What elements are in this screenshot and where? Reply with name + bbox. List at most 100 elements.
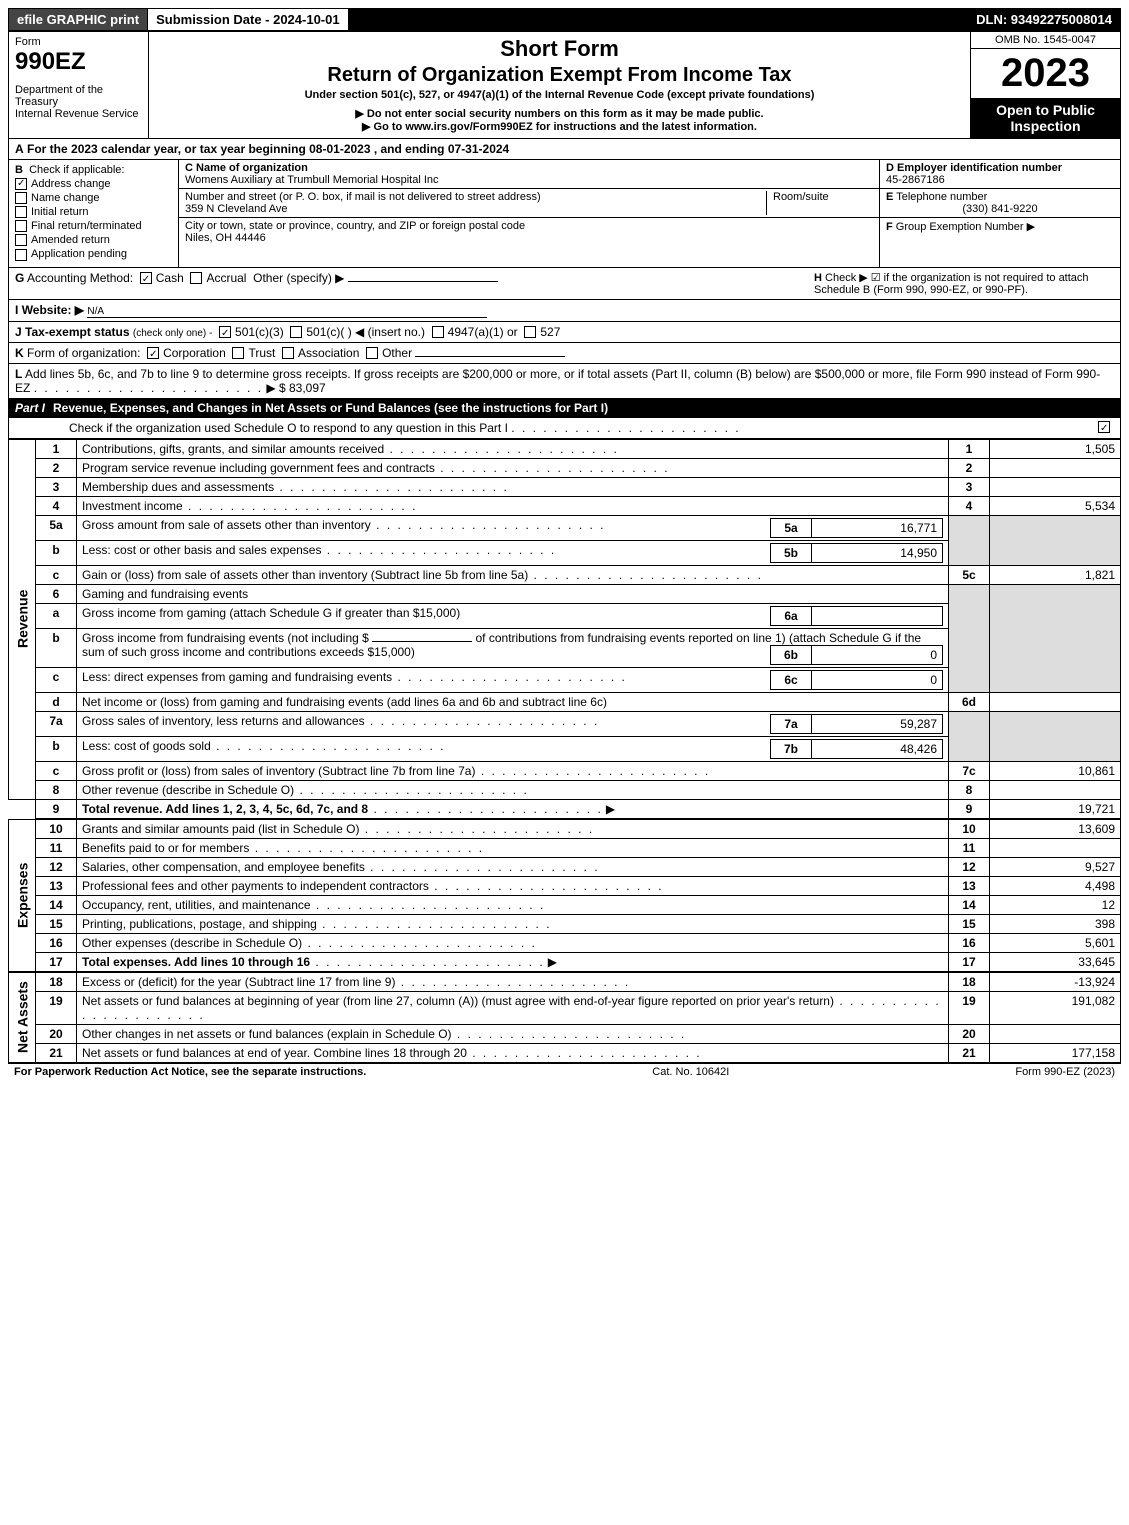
dln-label: DLN: 93492275008014 xyxy=(968,9,1120,30)
corp-checkbox[interactable] xyxy=(147,347,159,359)
inner-box-value: 48,426 xyxy=(812,739,943,758)
line-text: Other expenses (describe in Schedule O) xyxy=(77,933,949,952)
line-amount xyxy=(990,692,1121,711)
app-pending-label: Application pending xyxy=(31,248,127,260)
line-text: Net income or (loss) from gaming and fun… xyxy=(77,692,949,711)
table-row: d Net income or (loss) from gaming and f… xyxy=(9,692,1121,711)
table-row: 7a Gross sales of inventory, less return… xyxy=(9,711,1121,736)
line-text: Total expenses. Add lines 10 through 16 xyxy=(77,952,949,971)
group-exemption-label: Group Exemption Number xyxy=(896,221,1024,233)
line-ref: 14 xyxy=(949,895,990,914)
table-row: 9 Total revenue. Add lines 1, 2, 3, 4, 5… xyxy=(9,799,1121,818)
table-row: 15 Printing, publications, postage, and … xyxy=(9,914,1121,933)
open-to-public: Open to Public Inspection xyxy=(971,98,1120,138)
line-l-amount: 83,097 xyxy=(289,381,326,395)
line-ref: 10 xyxy=(949,819,990,838)
line-l-arrow: ▶ $ xyxy=(266,381,285,395)
line-ref: 7c xyxy=(949,761,990,780)
address-change-checkbox[interactable] xyxy=(15,178,27,190)
4947-checkbox[interactable] xyxy=(432,326,444,338)
inner-box-label: 7b xyxy=(771,739,812,758)
initial-return-checkbox[interactable] xyxy=(15,206,27,218)
other-org-input[interactable] xyxy=(415,356,565,357)
line-num: 14 xyxy=(36,895,77,914)
line-text: Other changes in net assets or fund bala… xyxy=(77,1024,949,1043)
line-ref: 8 xyxy=(949,780,990,799)
inner-box-value xyxy=(812,606,943,625)
501c-other-checkbox[interactable] xyxy=(290,326,302,338)
inner-box-label: 6c xyxy=(771,670,812,689)
irs-label: Internal Revenue Service xyxy=(15,108,142,120)
line-ref: 6d xyxy=(949,692,990,711)
form-header: Form 990EZ Department of the Treasury In… xyxy=(8,31,1121,139)
line-ref: 4 xyxy=(949,496,990,515)
line-num: b xyxy=(36,736,77,761)
part1-label: Part I xyxy=(15,401,53,415)
table-row: 21 Net assets or fund balances at end of… xyxy=(9,1043,1121,1062)
line-num: 16 xyxy=(36,933,77,952)
grey-cell xyxy=(990,515,1121,565)
top-bar: efile GRAPHIC print Submission Date - 20… xyxy=(8,8,1121,31)
line-num: 21 xyxy=(36,1043,77,1062)
fundraising-contrib-input[interactable] xyxy=(372,641,472,642)
form-number: 990EZ xyxy=(15,48,142,76)
final-return-checkbox[interactable] xyxy=(15,220,27,232)
part1-header: Part I Revenue, Expenses, and Changes in… xyxy=(8,399,1121,418)
trust-checkbox[interactable] xyxy=(232,347,244,359)
line-num: 4 xyxy=(36,496,77,515)
section-a-text: For the 2023 calendar year, or tax year … xyxy=(27,142,509,156)
line-ref: 16 xyxy=(949,933,990,952)
net-assets-table: Net Assets 18 Excess or (deficit) for th… xyxy=(8,972,1121,1063)
line-text: Salaries, other compensation, and employ… xyxy=(77,857,949,876)
assoc-label: Association xyxy=(298,346,359,360)
line-amount xyxy=(990,1024,1121,1043)
expenses-side-label: Expenses xyxy=(9,819,36,971)
accrual-checkbox[interactable] xyxy=(190,272,202,284)
section-d-e-f: D Employer identification number 45-2867… xyxy=(880,160,1120,267)
inner-box-label: 6b xyxy=(771,645,812,664)
line-amount: 10,861 xyxy=(990,761,1121,780)
other-org-checkbox[interactable] xyxy=(366,347,378,359)
accounting-method-label: Accounting Method: xyxy=(27,271,133,285)
cash-checkbox[interactable] xyxy=(140,272,152,284)
cash-label: Cash xyxy=(156,271,184,285)
line-amount: 4,498 xyxy=(990,876,1121,895)
goto-link: ▶ Go to www.irs.gov/Form990EZ for instru… xyxy=(155,120,964,133)
section-a-label: A xyxy=(15,142,24,156)
line-num: b xyxy=(36,540,77,565)
amended-return-checkbox[interactable] xyxy=(15,234,27,246)
efile-label: efile GRAPHIC print xyxy=(9,9,147,30)
line-amount xyxy=(990,477,1121,496)
other-input[interactable] xyxy=(348,281,498,282)
line-num: 19 xyxy=(36,991,77,1024)
arrow-icon xyxy=(603,802,618,816)
line-num: 3 xyxy=(36,477,77,496)
inner-box-value: 14,950 xyxy=(812,543,943,562)
501c3-checkbox[interactable] xyxy=(219,326,231,338)
app-pending-checkbox[interactable] xyxy=(15,249,27,261)
527-checkbox[interactable] xyxy=(524,326,536,338)
schedule-o-checkbox[interactable] xyxy=(1098,421,1110,433)
line-num: 13 xyxy=(36,876,77,895)
line-text: Net assets or fund balances at end of ye… xyxy=(77,1043,949,1062)
inner-box-label: 7a xyxy=(771,714,812,733)
table-row: c Gain or (loss) from sale of assets oth… xyxy=(9,565,1121,584)
assoc-checkbox[interactable] xyxy=(282,347,294,359)
arrow-icon xyxy=(545,955,560,969)
accrual-label: Accrual xyxy=(206,271,246,285)
table-row: 3 Membership dues and assessments 3 xyxy=(9,477,1121,496)
short-form-title: Short Form xyxy=(155,36,964,62)
table-row: 14 Occupancy, rent, utilities, and maint… xyxy=(9,895,1121,914)
trust-label: Trust xyxy=(248,346,275,360)
initial-return-label: Initial return xyxy=(31,206,88,218)
tel-value: (330) 841-9220 xyxy=(886,203,1114,215)
name-change-checkbox[interactable] xyxy=(15,192,27,204)
inner-box-label: 6a xyxy=(771,606,812,625)
line-ref: 20 xyxy=(949,1024,990,1043)
part1-check-text: Check if the organization used Schedule … xyxy=(69,421,508,435)
line-text: Membership dues and assessments xyxy=(77,477,949,496)
line-amount: 398 xyxy=(990,914,1121,933)
section-b: B Check if applicable: Address change Na… xyxy=(9,160,179,267)
501c3-label: 501(c)(3) xyxy=(235,325,284,339)
section-d-label: D xyxy=(886,162,894,174)
